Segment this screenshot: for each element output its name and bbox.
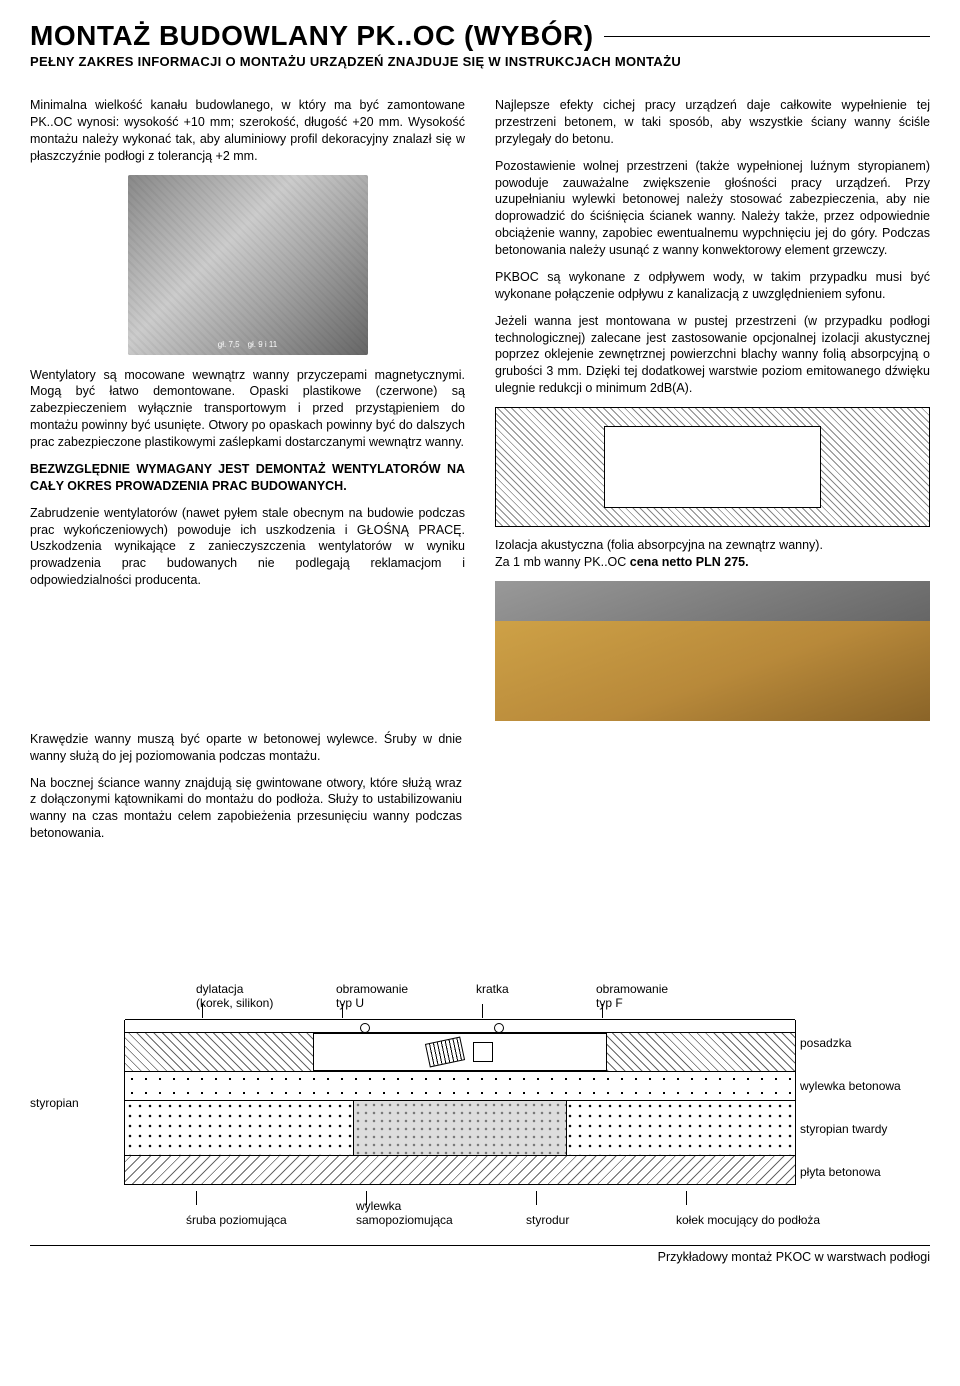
lbl-wylewka-samo: wylewka samopoziomująca [356, 1199, 453, 1227]
layer-concrete-slab [125, 1155, 795, 1185]
left-p2: Wentylatory są mocowane wewnątrz wanny p… [30, 367, 465, 451]
layer-hard-styro [125, 1071, 795, 1101]
layer-styrofoam [125, 1100, 795, 1156]
page-title: MONTAŻ BUDOWLANY PK..OC (WYBÓR) [30, 20, 594, 52]
right-p4: Jeżeli wanna jest montowana w pustej prz… [495, 313, 930, 397]
lbl-sruba: śruba poziomująca [186, 1213, 287, 1227]
lbl-kolek: kołek mocujący do podłoża [676, 1213, 820, 1227]
lbl-styrodur: styrodur [526, 1213, 569, 1227]
diagram-body: styropian posadzka wylewka betonowa styr… [30, 1020, 930, 1185]
full-width-block: Krawędzie wanny muszą być oparte w beton… [30, 731, 462, 842]
iso-caption-line1: Izolacja akustyczna (folia absorpcyjna n… [495, 538, 823, 552]
iso-caption-price: cena netto PLN 275. [630, 555, 749, 569]
layer-screed [125, 1032, 795, 1072]
right-p1: Najlepsze efekty cichej pracy urządzeń d… [495, 97, 930, 148]
right-p5: Izolacja akustyczna (folia absorpcyjna n… [495, 537, 930, 571]
right-p2: Pozostawienie wolnej przestrzeni (także … [495, 158, 930, 259]
footer-rule [30, 1245, 930, 1246]
layer-floor-finish [125, 1019, 795, 1033]
lbl-dylatacja: dylatacja (korek, silikon) [196, 982, 273, 1010]
lbl-obramowanie-f: obramowanie typ F [596, 982, 668, 1010]
left-p1: Minimalna wielkość kanału budowlanego, w… [30, 97, 465, 165]
left-column: Minimalna wielkość kanału budowlanego, w… [30, 97, 465, 731]
floor-layers-diagram: dylatacja (korek, silikon) obramowanie t… [30, 982, 930, 1264]
diagram-right-labels: posadzka wylewka betonowa styropian twar… [800, 1020, 930, 1185]
diagram-top-labels: dylatacja (korek, silikon) obramowanie t… [30, 982, 930, 1018]
left-p4: Zabrudzenie wentylatorów (nawet pyłem st… [30, 505, 465, 589]
heating-coil-icon [425, 1037, 465, 1068]
body-columns: Minimalna wielkość kanału budowlanego, w… [30, 97, 930, 731]
fan-unit-icon [473, 1042, 493, 1062]
iso-caption-prefix: Za 1 mb wanny PK..OC [495, 555, 630, 569]
diagram-footer-caption: Przykładowy montaż PKOC w warstwach podł… [30, 1250, 930, 1264]
page-subtitle: PEŁNY ZAKRES INFORMACJI O MONTAŻU URZĄDZ… [30, 54, 930, 69]
full-p2: Na bocznej ściance wanny znajdują się gw… [30, 775, 462, 843]
cross-section-drawing [495, 407, 930, 527]
left-p3-bold: BEZWZGLĘDNIE WYMAGANY JEST DEMONTAŻ WENT… [30, 461, 465, 495]
lbl-obramowanie-u: obramowanie typ U [336, 982, 408, 1010]
full-p1: Krawędzie wanny muszą być oparte w beton… [30, 731, 462, 765]
layer-stack [124, 1020, 796, 1185]
lbl-styropian-left: styropian [30, 1020, 120, 1185]
dim-a: gł. 7,5 [218, 340, 240, 351]
acoustic-foil-render [495, 581, 930, 721]
right-p3: PKBOC są wykonane z odpływem wody, w tak… [495, 269, 930, 303]
lbl-posadzka: posadzka [800, 1036, 930, 1050]
diagram-bottom-labels: śruba poziomująca wylewka samopoziomując… [30, 1191, 930, 1227]
lbl-kratka: kratka [476, 982, 509, 996]
fan-mount-render: gł. 7,5 gł. 9 i 11 [128, 175, 368, 355]
title-rule [604, 36, 930, 37]
page-header: MONTAŻ BUDOWLANY PK..OC (WYBÓR) PEŁNY ZA… [30, 20, 930, 69]
lbl-styro-twardy: styropian twardy [800, 1122, 930, 1136]
lbl-plyta: płyta betonowa [800, 1165, 930, 1179]
lbl-wylewka: wylewka betonowa [800, 1079, 930, 1093]
right-column: Najlepsze efekty cichej pracy urządzeń d… [495, 97, 930, 731]
trench-unit [313, 1033, 608, 1071]
dim-b: gł. 9 i 11 [248, 340, 278, 351]
